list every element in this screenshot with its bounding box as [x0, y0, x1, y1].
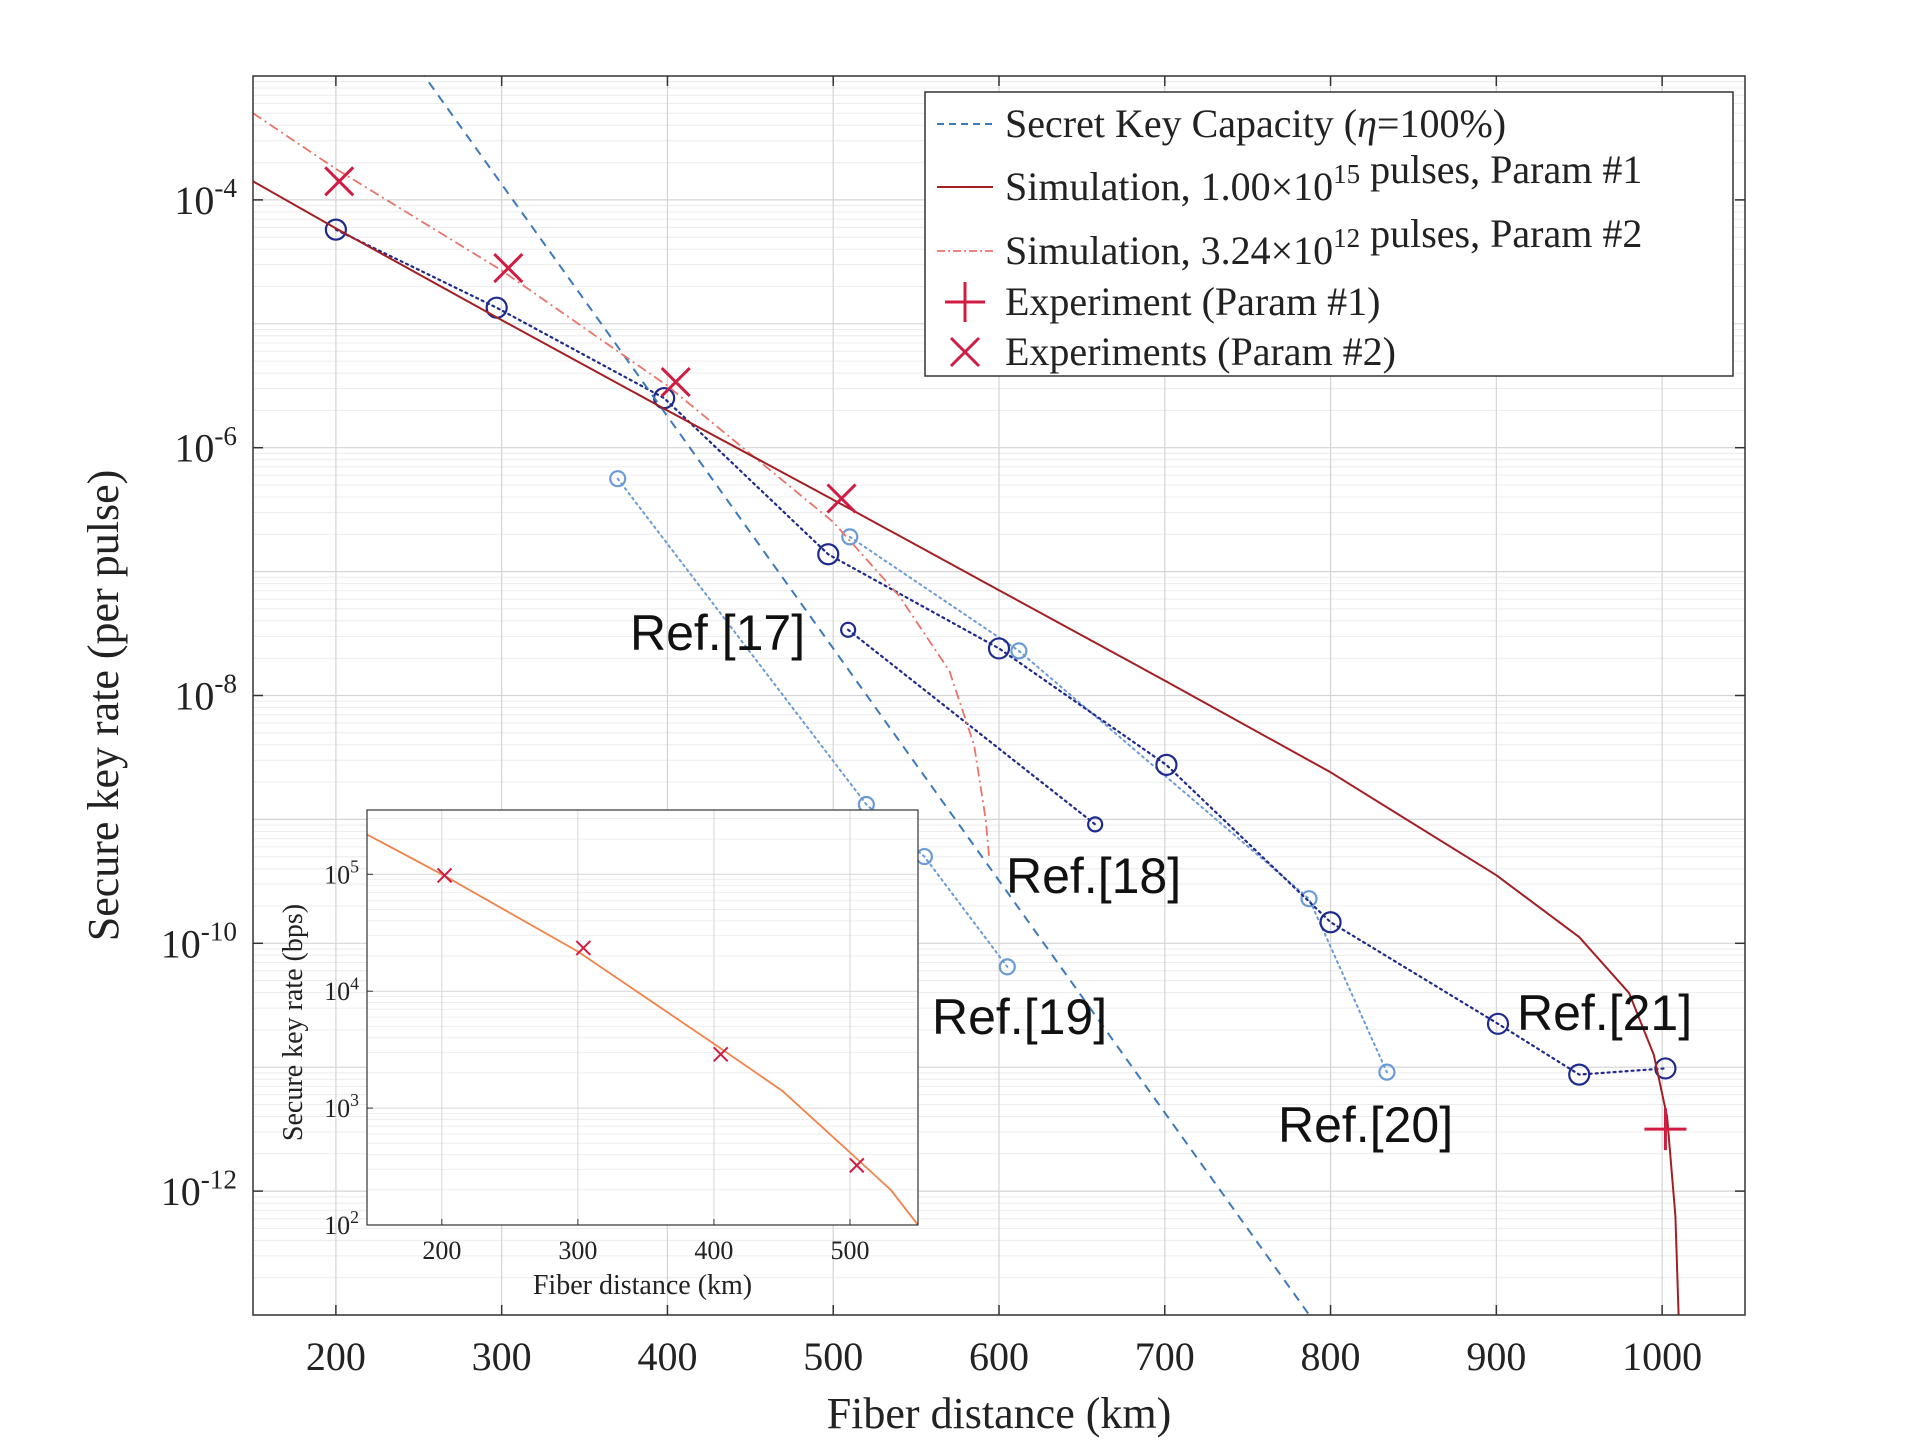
reference-point: [1300, 890, 1318, 908]
reference-point: [1010, 642, 1028, 660]
y-tick-label: 10-12: [161, 1164, 237, 1214]
reference-label: Ref.[20]: [1278, 1097, 1453, 1153]
reference-point: [1319, 911, 1342, 934]
reference-point: [817, 543, 840, 566]
reference-point: [987, 637, 1011, 660]
inset-y-tick-label: 105: [324, 856, 359, 889]
inset-x-tick-label: 200: [422, 1236, 461, 1265]
reference-point: [609, 470, 627, 488]
inset-y-tick-label: 104: [324, 973, 359, 1006]
x-tick-label: 200: [306, 1334, 366, 1379]
annotations: Ref.[17] Ref.[18] Ref.[19] Ref.[20] Ref.[21]: [630, 605, 1692, 1153]
reference-point: [1568, 1063, 1591, 1086]
capacity-line: [423, 76, 1311, 1315]
x-tick-label: 1000: [1622, 1334, 1702, 1379]
y-tick-label: 10-4: [174, 173, 237, 223]
reference-label: Ref.[19]: [932, 989, 1107, 1045]
x-tick-label: 300: [472, 1334, 532, 1379]
y-tick-label: 10-10: [161, 917, 237, 967]
legend-label: Simulation, 3.24×1012 pulses, Param #2: [1005, 211, 1642, 273]
legend-swatch-exp2: [949, 336, 981, 368]
inset-point: [849, 1157, 865, 1174]
inset-point: [436, 867, 453, 884]
inset-chart: 200 300 400 500 102 103 104 105 Fiber distance (…: [278, 809, 919, 1301]
simulation-param1-line: [253, 180, 1680, 1315]
reference-point: [324, 218, 347, 241]
inset-x-axis-label: Fiber distance (km): [533, 1270, 752, 1301]
y-tick-label: 10-8: [174, 669, 237, 719]
reference-label: Ref.[18]: [1006, 848, 1181, 904]
x-tick-label: 600: [969, 1334, 1029, 1379]
inset-line: [367, 833, 918, 1225]
x-tick-label: 800: [1301, 1334, 1361, 1379]
inset-y-tick-label: 103: [324, 1090, 359, 1123]
experiment-param2-marker: [493, 252, 524, 284]
legend-swatch-exp1: [945, 282, 985, 322]
legend-label: Secret Key Capacity (η=100%): [1005, 101, 1506, 146]
experiment-param2-marker: [826, 483, 857, 514]
inset-x-tick-label: 400: [694, 1236, 733, 1265]
inset-point: [575, 940, 592, 956]
legend: Secret Key Capacity (η=100%)Simulation, …: [924, 91, 1734, 377]
axis-ticks: 200 300 400 500 600 700 800 900 1000 10-4 10-6 10-8…: [161, 76, 1745, 1379]
inset-clipped: [367, 833, 918, 1225]
experiment-param2-marker: [324, 166, 355, 197]
inset-point: [713, 1046, 729, 1063]
inset-x-tick-label: 500: [830, 1236, 869, 1265]
legend-label: Experiments (Param #2): [1005, 329, 1396, 374]
inset-y-axis-label: Secure key rate (bps): [278, 904, 309, 1141]
y-axis-label: Secure key rate (per pulse): [79, 470, 128, 942]
reference-point: [485, 296, 508, 319]
inset-x-tick-label: 300: [558, 1236, 597, 1265]
inset-border: [366, 809, 919, 1226]
reference-point: [1486, 1012, 1510, 1035]
x-tick-label: 500: [803, 1334, 863, 1379]
experiment-param2-marker: [660, 366, 691, 398]
reference-point: [1155, 753, 1178, 776]
reference-line: [848, 535, 1388, 1074]
legend-box: [924, 91, 1734, 377]
reference-point: [1654, 1057, 1677, 1080]
x-tick-label: 700: [1135, 1334, 1195, 1379]
reference-point: [998, 958, 1016, 976]
series-layer: [253, 76, 1687, 1315]
legend-label: Simulation, 1.00×1015 pulses, Param #1: [1005, 147, 1642, 209]
x-tick-label: 900: [1466, 1334, 1526, 1379]
x-axis-label: Fiber distance (km): [827, 1389, 1172, 1438]
reference-line: [334, 228, 1667, 1076]
reference-label: Ref.[21]: [1517, 985, 1692, 1041]
reference-point: [1087, 816, 1104, 833]
legend-label: Experiment (Param #1): [1005, 279, 1380, 324]
reference-point: [1378, 1063, 1396, 1081]
reference-point: [841, 528, 859, 546]
reference-line: [847, 628, 1097, 826]
reference-point: [840, 621, 857, 638]
series-clipped: [253, 76, 1680, 1315]
reference-label: Ref.[17]: [630, 605, 805, 661]
y-tick-label: 10-6: [174, 421, 237, 471]
inset-y-tick-label: 102: [324, 1207, 359, 1240]
simulation-param2-line: [253, 112, 990, 857]
axis-labels: Fiber distance (km) Secure key rate (per …: [79, 470, 1171, 1438]
x-tick-label: 400: [637, 1334, 697, 1379]
reference-line: [616, 477, 1009, 968]
experiment-param1-marker: [1644, 1108, 1687, 1151]
